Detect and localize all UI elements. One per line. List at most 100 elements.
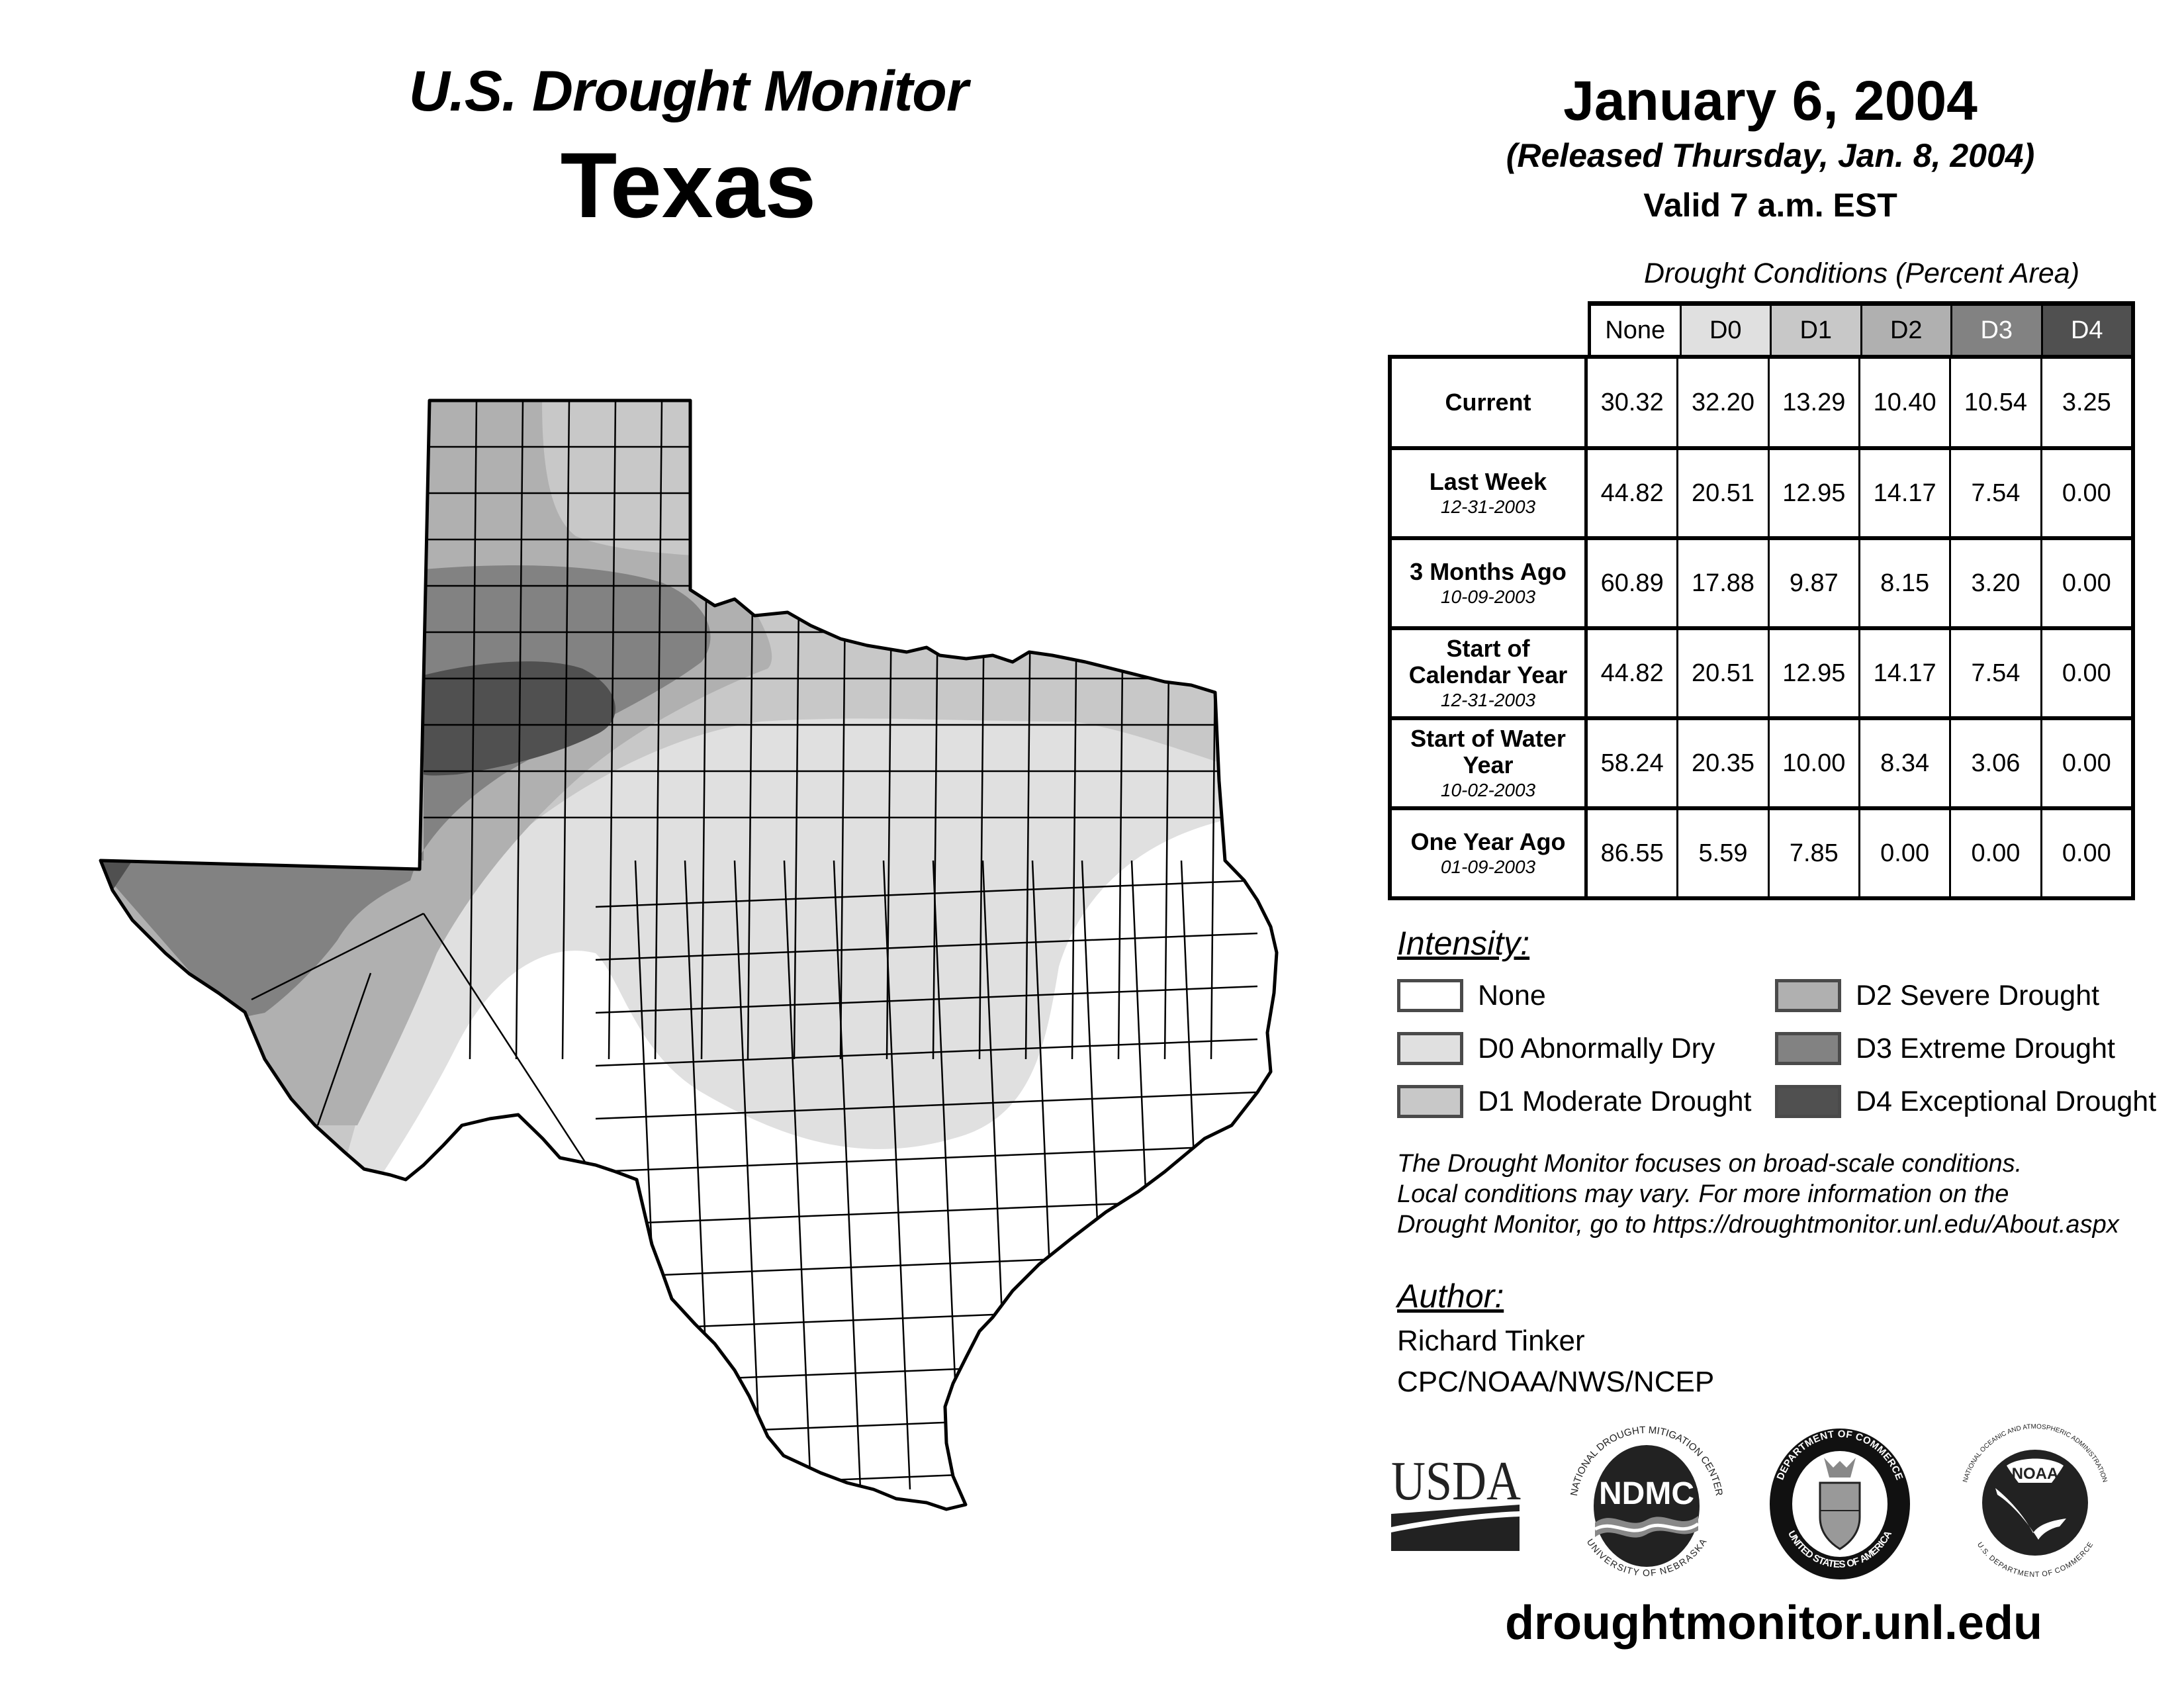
row-label-text: One Year Ago bbox=[1410, 828, 1566, 855]
county-line bbox=[515, 400, 524, 1060]
legend-column-1: None D0 Abnormally Dry D1 Moderate Drought bbox=[1397, 977, 1752, 1120]
county-line bbox=[882, 860, 911, 1490]
row-label: One Year Ago 01-09-2003 bbox=[1392, 810, 1588, 896]
table-cell-d2: 14.17 bbox=[1860, 630, 1952, 716]
texas-drought-map bbox=[99, 399, 1279, 1511]
column-header-d4: D4 bbox=[2042, 306, 2131, 355]
author-heading: Author: bbox=[1397, 1278, 1504, 1315]
table-cell-d4: 3.25 bbox=[2062, 389, 2111, 416]
county-line bbox=[251, 912, 424, 1001]
county-line bbox=[595, 1144, 1258, 1173]
county-line bbox=[316, 972, 372, 1126]
ndmc-text: NDMC bbox=[1599, 1476, 1694, 1511]
table-cell-none: 86.55 bbox=[1588, 810, 1679, 896]
eagle-icon bbox=[1824, 1458, 1856, 1477]
table-cell-d4: 0.00 bbox=[2062, 479, 2111, 507]
county-line bbox=[422, 913, 597, 1179]
county-line bbox=[595, 1091, 1258, 1120]
legend-item: None bbox=[1397, 977, 1752, 1014]
legend-label: D4 Exceptional Drought bbox=[1856, 1086, 2157, 1117]
row-label-text: Start of Calendar Year bbox=[1408, 635, 1568, 688]
legend-item: D4 Exceptional Drought bbox=[1775, 1083, 2156, 1120]
table-row: Start of Calendar Year 12-31-2003 44.82 20.… bbox=[1392, 626, 2131, 716]
table-cell-d0: 17.88 bbox=[1678, 540, 1770, 626]
author-name: Richard Tinker bbox=[1397, 1325, 1585, 1357]
legend-item: D3 Extreme Drought bbox=[1775, 1030, 2156, 1067]
table-cell-d4: 0.00 bbox=[2062, 569, 2111, 597]
legend-label: D3 Extreme Drought bbox=[1856, 1033, 2115, 1064]
legend-swatch bbox=[1775, 979, 1841, 1012]
legend-swatch bbox=[1397, 979, 1463, 1012]
table-cell-d2: 8.34 bbox=[1860, 720, 1952, 806]
county-line bbox=[654, 400, 663, 1060]
legend-swatch bbox=[1775, 1032, 1841, 1065]
county-line bbox=[595, 932, 1258, 961]
map-title: U.S. Drought Monitor bbox=[408, 60, 969, 123]
table-cell-d0: 32.20 bbox=[1678, 359, 1770, 446]
column-header-d2: D2 bbox=[1862, 306, 1952, 355]
row-label: 3 Months Ago 10-09-2003 bbox=[1392, 540, 1588, 626]
legend-label: None bbox=[1478, 980, 1546, 1011]
usda-field-block bbox=[1391, 1517, 1520, 1551]
column-header-d1: D1 bbox=[1772, 306, 1862, 355]
legend-swatch bbox=[1397, 1032, 1463, 1065]
column-header-none: None bbox=[1591, 306, 1682, 355]
table-cell-none: 60.89 bbox=[1588, 540, 1679, 626]
table-cell-d3: 7.54 bbox=[1951, 630, 2042, 716]
website-url[interactable]: droughtmonitor.unl.edu bbox=[1505, 1597, 2042, 1650]
legend-title: Intensity: bbox=[1397, 925, 1530, 962]
drought-conditions-table: Current 30.32 32.20 13.29 10.40 10.54 3.25 Last… bbox=[1388, 355, 2135, 900]
table-cell-none: 44.82 bbox=[1588, 630, 1679, 716]
row-label: Start of Water Year 10-02-2003 bbox=[1392, 720, 1588, 806]
table-cell-d4: 0.00 bbox=[2062, 659, 2111, 687]
table-cell-d1: 12.95 bbox=[1770, 630, 1860, 716]
table-cell-d3: 0.00 bbox=[1951, 810, 2042, 896]
table-row: Current 30.32 32.20 13.29 10.40 10.54 3.25 bbox=[1392, 359, 2131, 446]
table-cell-d0: 5.59 bbox=[1678, 810, 1770, 896]
table-cell-d1: 9.87 bbox=[1770, 540, 1860, 626]
table-caption: Drought Conditions (Percent Area) bbox=[1643, 258, 2080, 289]
legend-label: D0 Abnormally Dry bbox=[1478, 1033, 1715, 1064]
table-cell-d3: 3.20 bbox=[1951, 540, 2042, 626]
county-line bbox=[608, 400, 617, 1060]
note-line: Local conditions may vary. For more info… bbox=[1397, 1180, 2009, 1208]
column-header-d0: D0 bbox=[1681, 306, 1772, 355]
noaa-bird-icon bbox=[1995, 1488, 2066, 1540]
row-label-text: Start of Water Year bbox=[1410, 725, 1566, 778]
county-line bbox=[595, 1038, 1258, 1067]
table-cell-d2: 0.00 bbox=[1860, 810, 1952, 896]
author-organization: CPC/NOAA/NWS/NCEP bbox=[1397, 1366, 1715, 1398]
table-header-row: None D0 D1 D2 D3 D4 bbox=[1588, 301, 2135, 355]
table-cell-d2: 10.40 bbox=[1860, 359, 1952, 446]
county-line bbox=[783, 860, 812, 1490]
row-label: Last Week 12-31-2003 bbox=[1392, 450, 1588, 536]
table-cell-none: 58.24 bbox=[1588, 720, 1679, 806]
table-cell-d1: 10.00 bbox=[1770, 720, 1860, 806]
table-cell-none: 44.82 bbox=[1588, 450, 1679, 536]
department-of-commerce-seal: DEPARTMENT OF COMMERCE UNITED STATES OF … bbox=[1770, 1429, 1910, 1579]
row-label-text: 3 Months Ago bbox=[1410, 558, 1567, 585]
table-cell-d0: 20.35 bbox=[1678, 720, 1770, 806]
table-cell-d1: 7.85 bbox=[1770, 810, 1860, 896]
column-header-d3: D3 bbox=[1952, 306, 2043, 355]
row-label-text: Last Week bbox=[1429, 468, 1547, 495]
table-cell-d3: 7.54 bbox=[1951, 450, 2042, 536]
noaa-logo: NOAA NATIONAL OCEANIC AND ATMOSPHERIC AD… bbox=[1962, 1423, 2109, 1579]
table-cell-none: 30.32 bbox=[1588, 359, 1679, 446]
row-date: 12-31-2003 bbox=[1440, 496, 1536, 517]
texas-state-border bbox=[99, 399, 1279, 1511]
usda-text: USDA bbox=[1391, 1450, 1521, 1512]
row-label: Start of Calendar Year 12-31-2003 bbox=[1392, 630, 1588, 716]
table-row: Last Week 12-31-2003 44.82 20.51 12.95 14.17 7… bbox=[1392, 446, 2131, 536]
row-date: 01-09-2003 bbox=[1440, 857, 1536, 877]
region-title: Texas bbox=[560, 133, 817, 237]
legend-swatch bbox=[1775, 1085, 1841, 1118]
table-cell-d3: 3.06 bbox=[1951, 720, 2042, 806]
table-row: One Year Ago 01-09-2003 86.55 5.59 7.85 0.00 0… bbox=[1392, 806, 2131, 896]
table-cell-d3: 10.54 bbox=[1951, 359, 2042, 446]
legend-label: D1 Moderate Drought bbox=[1478, 1086, 1752, 1117]
note-line: The Drought Monitor focuses on broad-sca… bbox=[1397, 1150, 2023, 1178]
legend-swatch bbox=[1397, 1085, 1463, 1118]
county-line bbox=[595, 879, 1258, 908]
table-row: Start of Water Year 10-02-2003 58.24 20.35 1… bbox=[1392, 716, 2131, 806]
